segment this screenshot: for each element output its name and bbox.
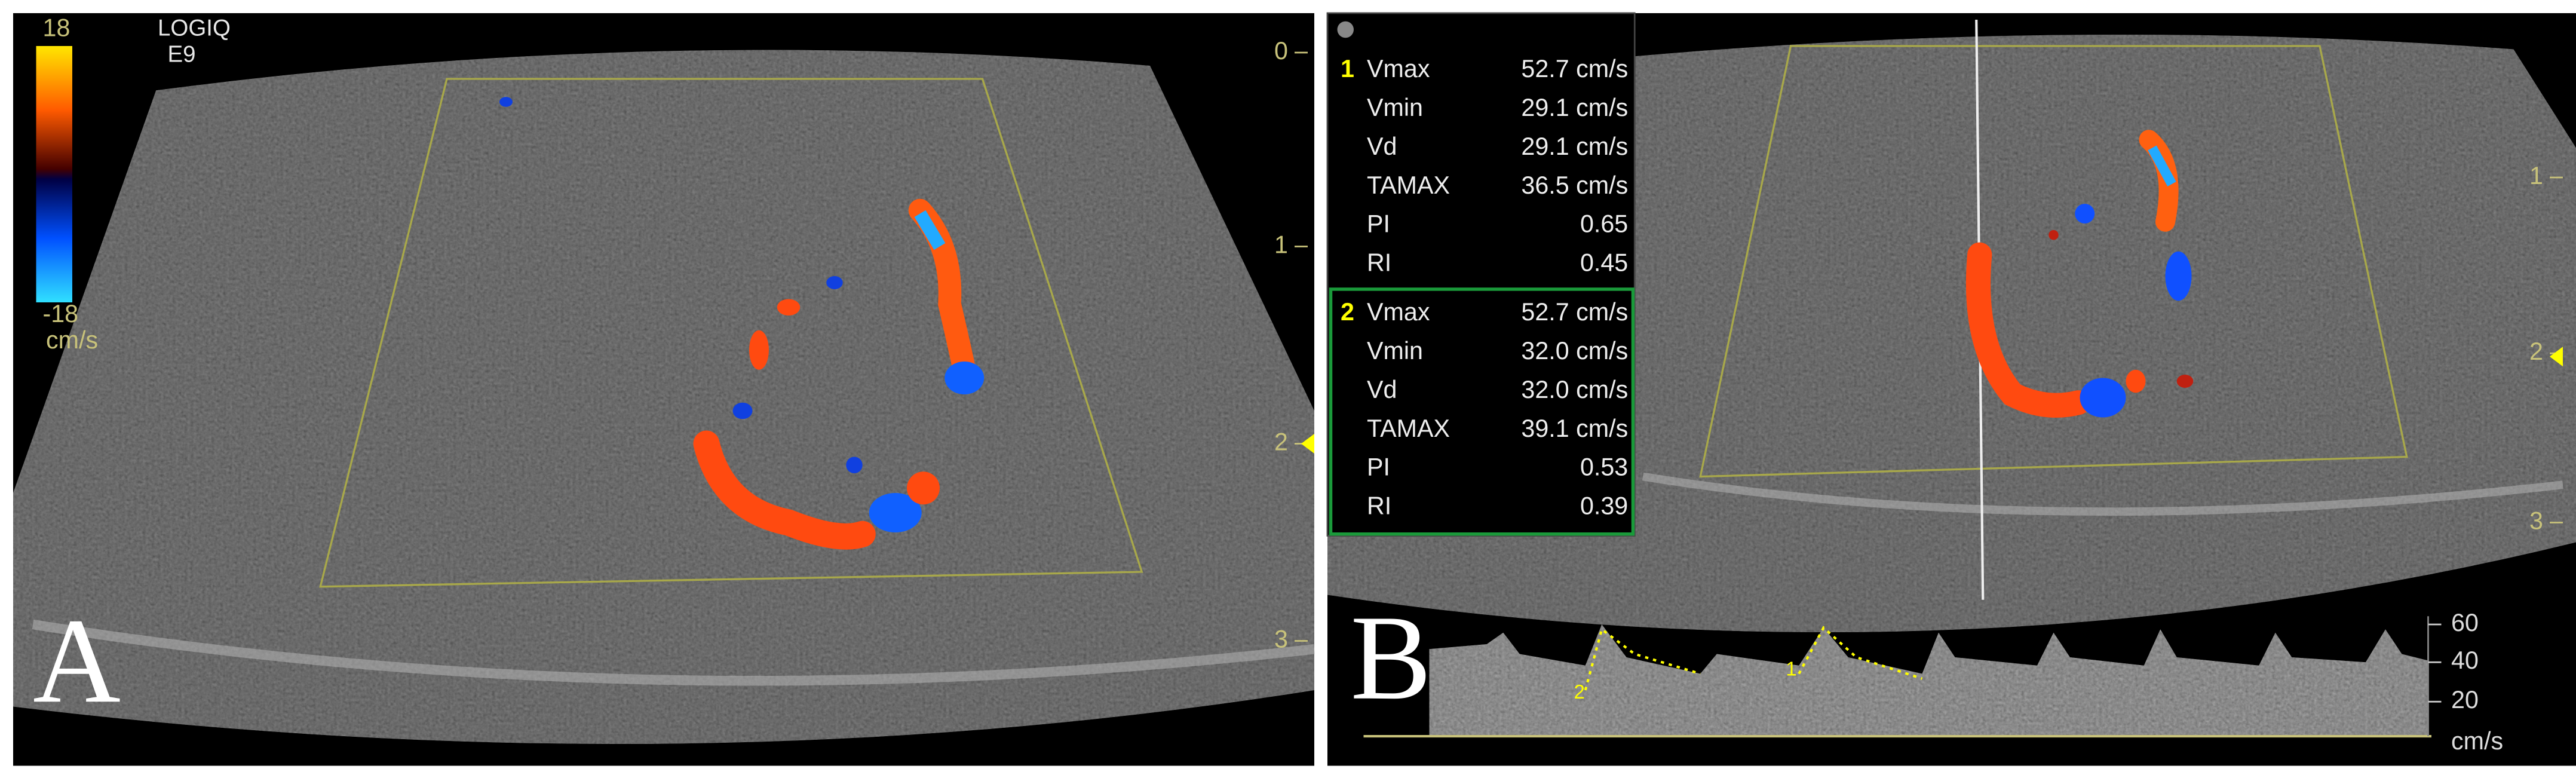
measure-name: RI	[1367, 492, 1391, 520]
cycle-mark: 1	[1786, 658, 1796, 680]
depth-label: 2	[1274, 428, 1288, 455]
spectral-scale: 60 40 20 cm/s	[2428, 609, 2503, 755]
measure-value: 32.0 cm/s	[1521, 376, 1628, 403]
measure-name: RI	[1367, 249, 1391, 277]
color-box	[319, 78, 1143, 588]
doppler-flow-a	[499, 97, 985, 550]
active-group-frame	[1329, 287, 1635, 536]
scale-label: 40	[2451, 647, 2479, 674]
ultrasound-sector-a	[13, 50, 1314, 745]
spectral-doppler	[1363, 616, 2431, 738]
color-bar-unit: cm/s	[46, 326, 98, 354]
depth-scale-a: 0 1 2 3	[1274, 37, 1308, 653]
focus-marker	[2550, 347, 2563, 367]
tissue-echo	[32, 619, 1315, 686]
ultrasound-sector-b	[1327, 34, 2576, 633]
depth-label: 3	[1274, 625, 1288, 653]
table-icon	[1337, 21, 1354, 38]
color-bar-bottom: -18	[43, 300, 79, 327]
measure-name: Vd	[1367, 376, 1397, 403]
depth-label: 3	[2529, 507, 2543, 534]
measure-name: Vd	[1367, 133, 1397, 160]
group-index: 2	[1341, 298, 1354, 326]
measure-name: PI	[1367, 210, 1390, 238]
cycle-mark: 2	[1574, 681, 1585, 703]
depth-label: 1	[2529, 162, 2543, 189]
measure-name: TAMAX	[1367, 171, 1450, 199]
measure-value: 29.1 cm/s	[1521, 94, 1628, 121]
measure-value: 36.5 cm/s	[1521, 171, 1628, 199]
table-background	[1326, 12, 1636, 537]
depth-label: 2	[2529, 338, 2543, 365]
scale-unit: cm/s	[2451, 727, 2503, 755]
measure-name: TAMAX	[1367, 415, 1450, 442]
color-bar-top: 18	[43, 14, 70, 41]
system-name: LOGIQ	[158, 16, 231, 41]
scale-label: 20	[2451, 686, 2479, 713]
model-name: E9	[168, 42, 196, 68]
measure-name: Vmin	[1367, 94, 1423, 121]
panel-label: A	[33, 594, 121, 728]
measure-value: 32.0 cm/s	[1521, 337, 1628, 365]
measure-name: Vmin	[1367, 337, 1423, 365]
scale-label: 60	[2451, 609, 2479, 636]
measure-name: Vmax	[1367, 298, 1430, 326]
measure-value: 29.1 cm/s	[1521, 133, 1628, 160]
depth-label: 0	[1274, 37, 1288, 65]
depth-label: 1	[1274, 231, 1288, 258]
focus-marker	[1301, 434, 1314, 454]
measure-value: 0.45	[1580, 249, 1628, 277]
measure-value: 39.1 cm/s	[1521, 415, 1628, 442]
measurement-table: 1 Vmax 52.7 cm/s Vmin 29.1 cm/s Vd 29.1 cm/s TA…	[1326, 12, 1636, 537]
measure-value: 0.39	[1580, 492, 1628, 520]
measure-name: Vmax	[1367, 55, 1430, 82]
measure-value: 0.53	[1580, 454, 1628, 481]
measure-value: 52.7 cm/s	[1521, 298, 1628, 326]
measure-name: PI	[1367, 454, 1390, 481]
group-index: 1	[1341, 55, 1354, 82]
tissue-echo	[1642, 472, 2563, 516]
panel-label: B	[1351, 591, 1432, 725]
measure-value: 0.65	[1580, 210, 1628, 238]
doppler-flow-b	[1965, 130, 2194, 418]
color-bar	[36, 46, 72, 303]
depth-scale-b: 1 2 3	[2529, 162, 2563, 534]
color-box	[1699, 45, 2408, 478]
measure-value: 52.7 cm/s	[1521, 55, 1628, 82]
